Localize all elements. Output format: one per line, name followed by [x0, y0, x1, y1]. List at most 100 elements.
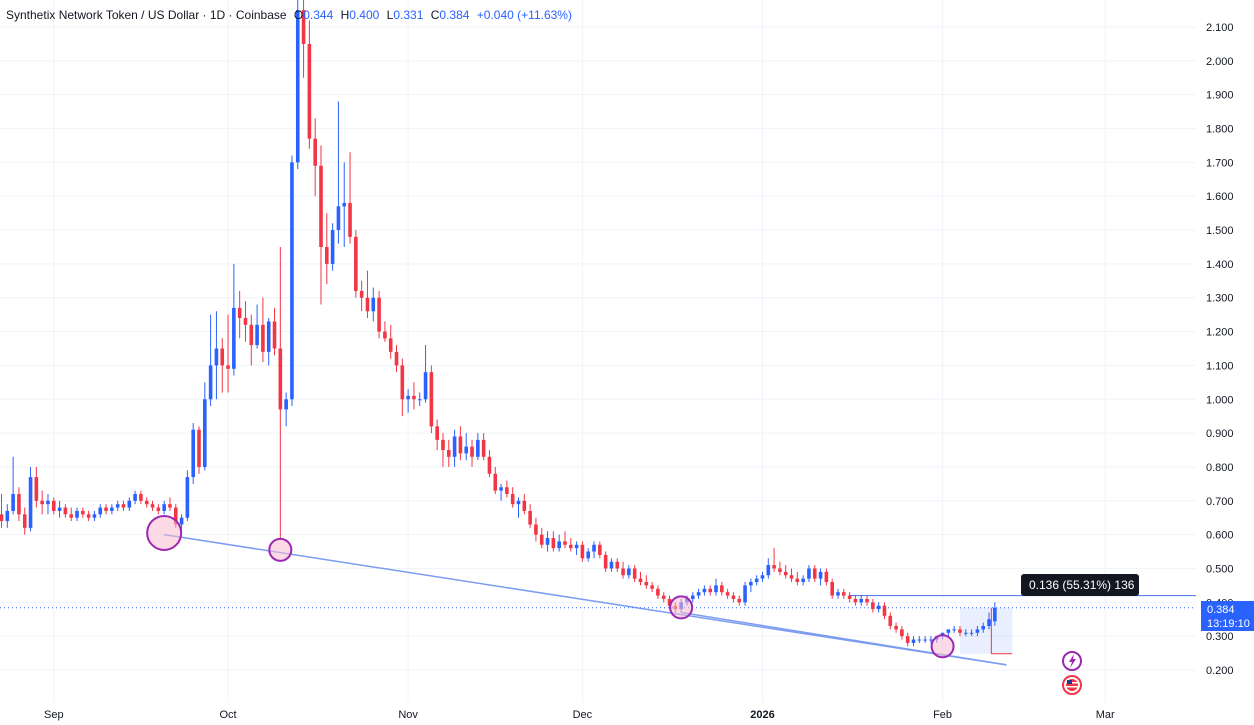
candle-body — [946, 629, 951, 633]
price-tick-label: 0.700 — [1206, 496, 1234, 508]
candle-body — [446, 450, 451, 457]
candle — [789, 568, 794, 583]
candle-body — [969, 632, 974, 634]
candle — [783, 565, 788, 579]
candle-body — [423, 372, 428, 400]
candle — [778, 561, 782, 576]
candle-body — [859, 598, 864, 603]
candle-body — [766, 565, 771, 576]
price-tick-label: 0.600 — [1206, 530, 1234, 542]
candle-body — [661, 595, 666, 599]
candle-body — [522, 500, 527, 511]
candle — [179, 514, 184, 532]
candle-body — [778, 568, 782, 572]
close-label: C — [430, 8, 440, 22]
candle-body — [371, 297, 376, 312]
candle-body — [603, 554, 608, 569]
candle — [917, 636, 922, 643]
candle-body — [179, 517, 184, 525]
measure-tool — [959, 607, 1013, 655]
candle-body — [580, 544, 585, 559]
candle-body — [871, 602, 875, 610]
candle — [162, 500, 166, 515]
flash-event-icon[interactable] — [1062, 651, 1082, 671]
candle-body — [290, 162, 294, 400]
candle — [0, 494, 4, 528]
candle-body — [255, 324, 259, 346]
candle-body — [801, 578, 805, 583]
candle — [377, 290, 381, 339]
time-tick-label: Nov — [398, 709, 418, 721]
candle-body — [168, 504, 172, 508]
time-axis[interactable]: Sep Oct Nov Dec 2026 Feb Mar — [0, 702, 1254, 725]
candle — [592, 541, 596, 559]
candle-body — [963, 632, 968, 634]
candle-body — [359, 290, 364, 298]
candle — [609, 558, 614, 572]
candle-body — [958, 629, 962, 633]
candle — [104, 504, 108, 515]
candle-body — [650, 585, 654, 589]
candle — [5, 504, 10, 528]
price-tick-label: 1.000 — [1206, 394, 1234, 406]
candle — [871, 598, 875, 613]
candle-body — [720, 585, 724, 593]
candle — [743, 582, 747, 606]
candle — [115, 500, 120, 511]
candle — [452, 429, 457, 467]
candle — [725, 588, 730, 599]
candle — [40, 490, 44, 515]
candle — [690, 592, 695, 603]
candle-body — [760, 575, 765, 579]
candle — [603, 551, 608, 572]
candle-body — [110, 507, 114, 511]
candle — [772, 548, 776, 572]
candle — [325, 213, 329, 285]
candle — [812, 565, 817, 583]
price-tick-label: 1.400 — [1206, 259, 1234, 271]
candle — [441, 433, 445, 467]
candle-body — [417, 399, 422, 401]
candle — [499, 483, 503, 501]
candle — [406, 389, 410, 413]
candle-body — [464, 446, 469, 454]
measure-tooltip-text: 0.136 (55.31%) 136 — [1029, 578, 1135, 592]
candle — [127, 497, 132, 511]
candle — [51, 497, 56, 515]
candle — [92, 510, 97, 522]
time-tick-label: Dec — [573, 709, 593, 721]
candle-body — [365, 297, 370, 312]
candle — [290, 155, 294, 407]
price-tick-label: 1.500 — [1206, 225, 1234, 237]
candle-body — [266, 321, 271, 352]
candle — [470, 439, 474, 467]
candle — [661, 592, 666, 603]
candle-body — [40, 500, 44, 505]
candle — [563, 531, 567, 549]
candle-body — [98, 507, 103, 515]
candle-body — [667, 598, 672, 606]
candle-body — [86, 514, 91, 518]
candle-body — [911, 639, 916, 643]
candle — [580, 541, 585, 562]
candle-body — [377, 297, 381, 332]
candle-body — [435, 426, 439, 440]
us-flag-event-icon[interactable] — [1062, 675, 1082, 695]
candle — [731, 592, 736, 603]
candle — [319, 145, 323, 305]
candle-body — [586, 551, 591, 559]
candle — [615, 558, 620, 572]
trendline — [164, 533, 1007, 666]
candle — [307, 20, 312, 149]
candle — [969, 629, 974, 637]
candle — [272, 307, 277, 356]
candle — [371, 287, 376, 322]
candle — [598, 541, 602, 559]
candle-body — [551, 538, 556, 549]
candle — [859, 595, 864, 606]
candle — [98, 504, 103, 518]
candle-body — [702, 588, 707, 593]
symbol-title[interactable]: Synthetix Network Token / US Dollar · 1D… — [6, 8, 287, 22]
candle — [133, 490, 137, 505]
